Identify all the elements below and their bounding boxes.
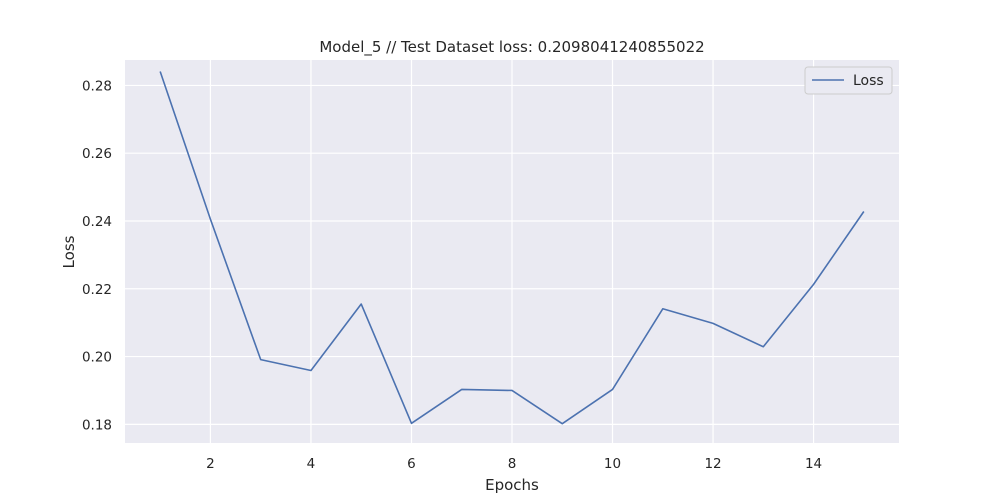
- x-tick-labels: 2 4 6 8 10 12 14: [206, 456, 822, 472]
- x-tick-label: 10: [604, 456, 621, 472]
- x-tick-label: 4: [307, 456, 316, 472]
- grid-lines: [125, 60, 899, 443]
- y-tick-label: 0.28: [82, 78, 112, 94]
- series-line-loss: [159, 71, 865, 425]
- chart-title: Model_5 // Test Dataset loss: 0.20980412…: [319, 38, 704, 57]
- y-tick-label: 0.18: [82, 417, 112, 433]
- legend-box: [804, 66, 893, 95]
- y-tick-label: 0.20: [82, 350, 112, 366]
- x-tick-label: 12: [704, 456, 721, 472]
- series-layer: [159, 71, 865, 425]
- y-tick-label: 0.22: [82, 282, 112, 298]
- x-tick-label: 8: [508, 456, 517, 472]
- legend-label-loss: Loss: [853, 73, 884, 89]
- y-tick-label: 0.26: [82, 146, 112, 162]
- y-axis-label: Loss: [60, 235, 78, 268]
- x-tick-label: 6: [407, 456, 416, 472]
- x-tick-label: 14: [805, 456, 822, 472]
- y-tick-labels: 0.18 0.20 0.22 0.24 0.26 0.28: [82, 78, 112, 433]
- legend: Loss: [804, 66, 893, 95]
- x-axis-label: Epochs: [485, 476, 539, 494]
- x-tick-label: 2: [206, 456, 215, 472]
- y-tick-label: 0.24: [82, 214, 112, 230]
